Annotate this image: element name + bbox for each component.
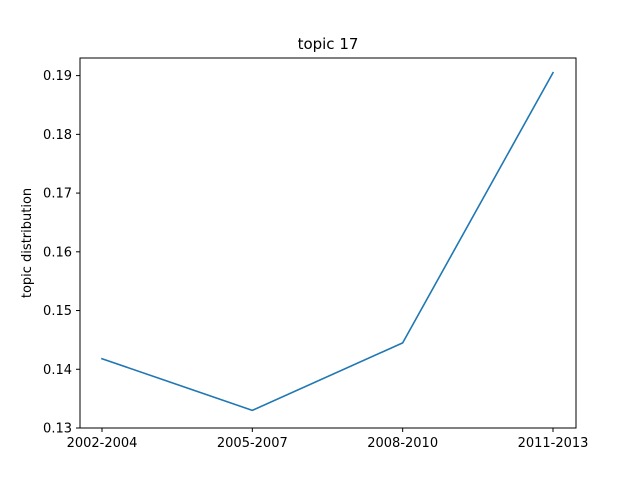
y-tick-label: 0.18	[43, 128, 72, 143]
x-tick-label: 2002-2004	[67, 436, 138, 451]
y-tick-label: 0.19	[43, 69, 72, 84]
y-axis-label: topic distribution	[20, 188, 35, 298]
x-tick-label: 2008-2010	[367, 436, 438, 451]
y-tick-label: 0.15	[43, 304, 72, 319]
series-lines	[100, 71, 555, 412]
y-tick-label: 0.14	[43, 363, 72, 378]
x-tick-label: 2005-2007	[217, 436, 288, 451]
x-tick-label: 2011-2013	[518, 436, 589, 451]
x-axis-ticks: 2002-2004 2005-2007 2008-2010 2011-2013	[67, 428, 589, 451]
y-tick-label: 0.13	[43, 422, 72, 437]
y-tick-label: 0.16	[43, 245, 72, 260]
chart-title: topic 17	[298, 35, 359, 53]
y-tick-label: 0.17	[43, 187, 72, 202]
y-axis-ticks: 0.13 0.14 0.15 0.16 0.17 0.18 0.19	[43, 69, 80, 437]
plot-frame	[79, 57, 577, 429]
series-line	[100, 71, 555, 412]
